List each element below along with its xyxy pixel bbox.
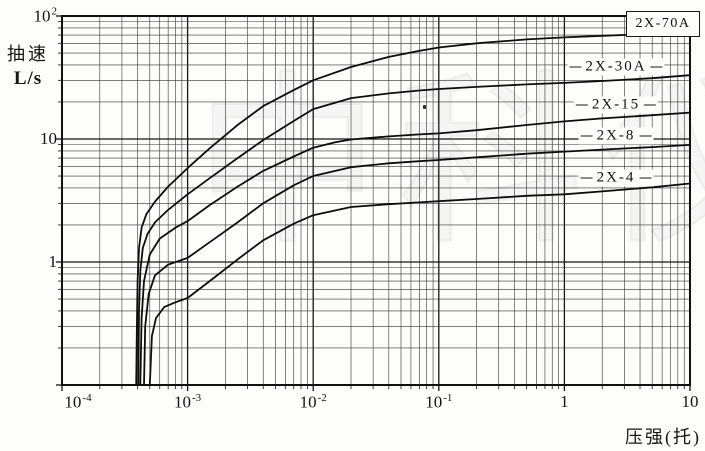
curve-label-text: 2X-8 — [596, 127, 636, 144]
label-leader-line — [650, 66, 663, 68]
curve-2X-4 — [148, 182, 691, 386]
x-tick-label: 10-2 — [299, 392, 327, 412]
scan-speck — [423, 105, 426, 109]
curve-2X-70A — [135, 31, 691, 386]
curve-label-text: 2X-30A — [585, 58, 647, 75]
x-tick-label: 10-1 — [425, 392, 453, 412]
curve-label-text: 2X-15 — [591, 96, 641, 113]
curve-label-text: 2X-4 — [596, 169, 636, 186]
y-axis-title-line1: 抽速 — [7, 44, 49, 64]
curve-2X-8 — [143, 144, 691, 386]
y-tick-label: 10 — [40, 129, 57, 148]
y-tick-label: 1 — [48, 252, 58, 271]
y-axis-title-line2: L/s — [13, 68, 43, 90]
x-tick-label: 1 — [560, 392, 569, 411]
y-axis-title: 抽速 L/s — [2, 42, 54, 92]
curve-2X-30A — [137, 74, 691, 386]
label-leader-line — [575, 104, 588, 106]
curve-label-2X-4: 2X-4 — [578, 169, 654, 187]
x-tick-label: 10-4 — [64, 392, 92, 412]
label-leader-line — [639, 135, 652, 137]
label-leader-line — [580, 177, 593, 179]
x-tick-label: 10-3 — [174, 392, 202, 412]
x-tick-label: 10 — [681, 392, 699, 411]
label-leader-line — [644, 104, 657, 106]
curve-label-2X-30A: 2X-30A — [567, 58, 665, 76]
label-leader-line — [569, 66, 582, 68]
label-leader-line — [580, 135, 593, 137]
curve-label-2X-8: 2X-8 — [578, 127, 654, 145]
curve-2X-15 — [139, 111, 691, 386]
y-tick-label: 102 — [33, 5, 58, 26]
label-leader-line — [639, 177, 652, 179]
x-axis-title: 压强(托) — [625, 427, 701, 447]
plot-border — [61, 15, 691, 386]
curve-label-2X-15: 2X-15 — [573, 96, 659, 114]
curve-label-box-2X-70A: 2X-70A — [626, 11, 700, 37]
